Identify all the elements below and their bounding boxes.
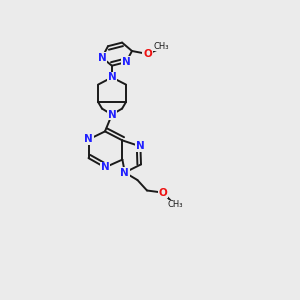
Text: O: O (158, 188, 167, 198)
Text: CH₃: CH₃ (167, 200, 183, 209)
Text: N: N (136, 141, 145, 152)
Text: N: N (120, 167, 129, 178)
Text: N: N (107, 72, 116, 82)
Text: N: N (100, 162, 109, 172)
Text: N: N (84, 134, 93, 145)
Text: CH₃: CH₃ (154, 42, 169, 51)
Text: N: N (122, 57, 130, 67)
Text: N: N (98, 52, 106, 63)
Text: N: N (107, 110, 116, 120)
Text: O: O (143, 49, 152, 59)
